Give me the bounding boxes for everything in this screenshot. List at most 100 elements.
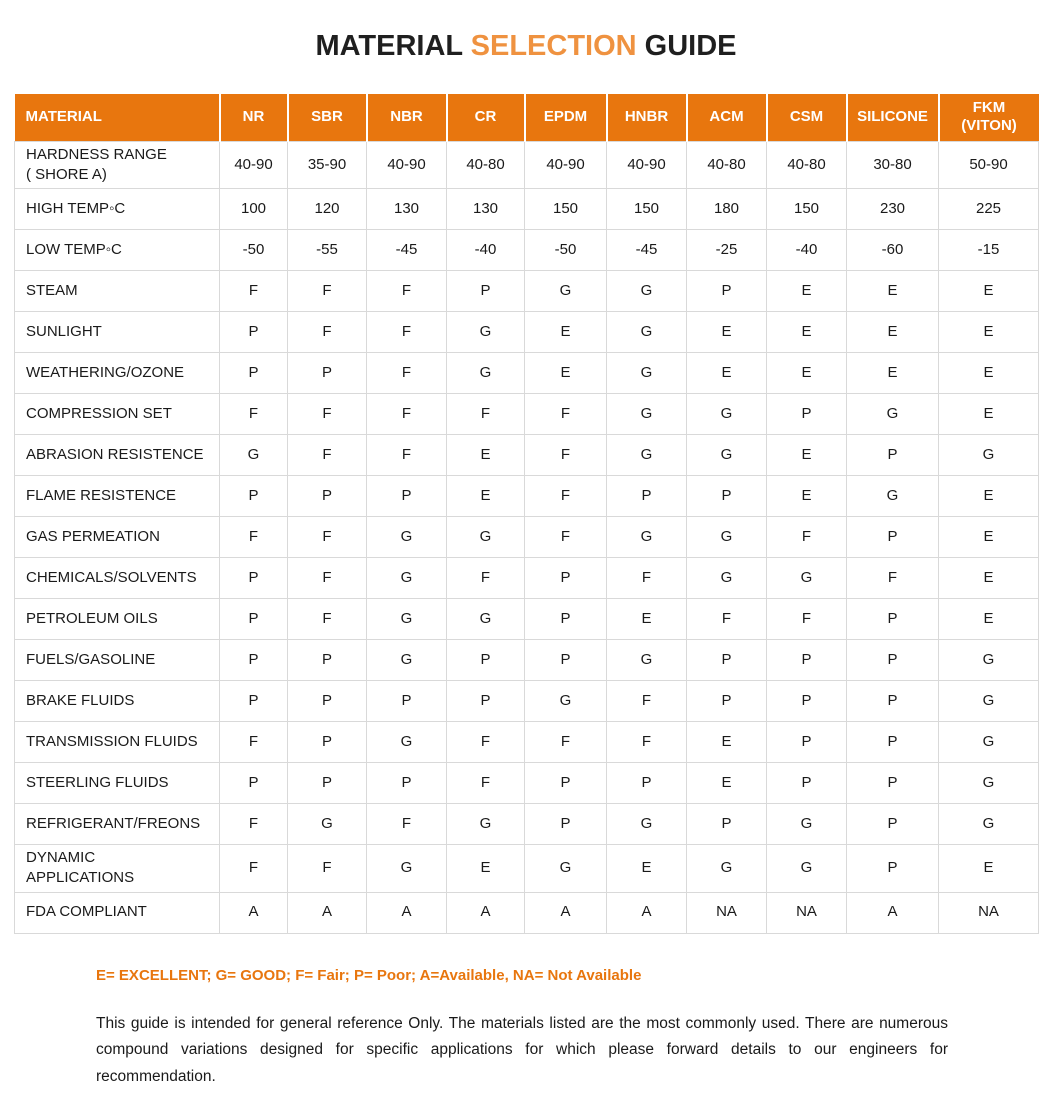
value-cell: G bbox=[606, 516, 687, 558]
value-cell: E bbox=[446, 844, 525, 893]
value-cell: G bbox=[846, 475, 939, 517]
header-cell: NBR bbox=[366, 94, 448, 141]
value-cell: F bbox=[219, 803, 288, 845]
value-cell: P bbox=[446, 270, 525, 312]
value-cell: E bbox=[686, 352, 767, 394]
value-cell: A bbox=[846, 891, 939, 934]
value-cell: G bbox=[606, 270, 687, 312]
value-cell: P bbox=[287, 721, 367, 763]
value-cell: F bbox=[446, 762, 525, 804]
value-cell: F bbox=[287, 270, 367, 312]
value-cell: 40-90 bbox=[606, 140, 687, 189]
rating-legend: E= EXCELLENT; G= GOOD; F= Fair; P= Poor;… bbox=[96, 966, 642, 984]
value-cell: G bbox=[219, 434, 288, 476]
header-cell: ACM bbox=[686, 94, 768, 141]
value-cell: 40-80 bbox=[686, 140, 767, 189]
value-cell: G bbox=[524, 680, 607, 722]
value-cell: P bbox=[686, 680, 767, 722]
value-cell: P bbox=[846, 721, 939, 763]
value-cell: E bbox=[938, 393, 1039, 435]
value-cell: F bbox=[446, 721, 525, 763]
value-cell: G bbox=[524, 844, 607, 893]
value-cell: F bbox=[366, 393, 447, 435]
row-label: STEERLING FLUIDS bbox=[14, 762, 220, 804]
value-cell: F bbox=[287, 516, 367, 558]
value-cell: E bbox=[766, 311, 847, 353]
value-cell: 40-90 bbox=[219, 140, 288, 189]
value-cell: E bbox=[938, 598, 1039, 640]
row-label: BRAKE FLUIDS bbox=[14, 680, 220, 722]
value-cell: F bbox=[766, 598, 847, 640]
row-label: HIGH TEMP◦C bbox=[14, 188, 220, 230]
value-cell: P bbox=[446, 639, 525, 681]
value-cell: G bbox=[686, 393, 767, 435]
table-row: TRANSMISSION FLUIDS F P G F F F E P P G bbox=[14, 721, 1039, 763]
value-cell: G bbox=[366, 721, 447, 763]
value-cell: G bbox=[686, 557, 767, 599]
header-cell: HNBR bbox=[606, 94, 688, 141]
row-label: TRANSMISSION FLUIDS bbox=[14, 721, 220, 763]
value-cell: P bbox=[766, 393, 847, 435]
value-cell: G bbox=[938, 434, 1039, 476]
row-label: FLAME RESISTENCE bbox=[14, 475, 220, 517]
value-cell: E bbox=[606, 844, 687, 893]
value-cell: E bbox=[846, 311, 939, 353]
value-cell: F bbox=[686, 598, 767, 640]
value-cell: P bbox=[766, 680, 847, 722]
value-cell: E bbox=[846, 270, 939, 312]
value-cell: A bbox=[366, 891, 447, 934]
value-cell: P bbox=[219, 352, 288, 394]
material-selection-table: MATERIAL NR SBR NBR CR EPDM HNBR ACM CSM SILICONE… bbox=[14, 94, 1039, 934]
value-cell: -45 bbox=[366, 229, 447, 271]
value-cell: P bbox=[219, 557, 288, 599]
value-cell: E bbox=[938, 270, 1039, 312]
value-cell: G bbox=[686, 516, 767, 558]
value-cell: F bbox=[287, 434, 367, 476]
header-cell: MATERIAL bbox=[14, 94, 221, 141]
value-cell: 130 bbox=[446, 188, 525, 230]
table-row: STEAM F F F P G G P E E E bbox=[14, 270, 1039, 312]
value-cell: P bbox=[524, 598, 607, 640]
header-cell: SILICONE bbox=[846, 94, 940, 141]
value-cell: A bbox=[287, 891, 367, 934]
value-cell: E bbox=[446, 475, 525, 517]
row-label: FUELS/GASOLINE bbox=[14, 639, 220, 681]
table-row: ABRASION RESISTENCE G F F E F G G E P G bbox=[14, 434, 1039, 476]
value-cell: F bbox=[219, 844, 288, 893]
table-row: FLAME RESISTENCE P P P E F P P E G E bbox=[14, 475, 1039, 517]
value-cell: G bbox=[766, 803, 847, 845]
value-cell: P bbox=[686, 803, 767, 845]
value-cell: A bbox=[524, 891, 607, 934]
row-label: COMPRESSION SET bbox=[14, 393, 220, 435]
value-cell: F bbox=[219, 721, 288, 763]
table-row: FUELS/GASOLINE P P G P P G P P P G bbox=[14, 639, 1039, 681]
row-label: LOW TEMP◦C bbox=[14, 229, 220, 271]
value-cell: P bbox=[846, 680, 939, 722]
value-cell: P bbox=[686, 639, 767, 681]
value-cell: A bbox=[606, 891, 687, 934]
value-cell: P bbox=[846, 598, 939, 640]
value-cell: E bbox=[938, 352, 1039, 394]
value-cell: P bbox=[606, 762, 687, 804]
value-cell: F bbox=[446, 557, 525, 599]
title-part-material: MATERIAL bbox=[315, 30, 471, 62]
value-cell: 130 bbox=[366, 188, 447, 230]
value-cell: F bbox=[766, 516, 847, 558]
value-cell: G bbox=[938, 721, 1039, 763]
table-row: LOW TEMP◦C -50 -55 -45 -40 -50 -45 -25 -40 -60 -15 bbox=[14, 229, 1039, 271]
value-cell: E bbox=[938, 475, 1039, 517]
value-cell: P bbox=[446, 680, 525, 722]
value-cell: A bbox=[446, 891, 525, 934]
row-label: GAS PERMEATION bbox=[14, 516, 220, 558]
value-cell: P bbox=[606, 475, 687, 517]
value-cell: 50-90 bbox=[938, 140, 1039, 189]
title-part-selection: SELECTION bbox=[470, 30, 637, 62]
value-cell: G bbox=[686, 844, 767, 893]
table-row: HARDNESS RANGE ( SHORE A) 40-90 35-90 40-90… bbox=[14, 140, 1039, 189]
value-cell: P bbox=[366, 475, 447, 517]
row-label: REFRIGERANT/FREONS bbox=[14, 803, 220, 845]
value-cell: F bbox=[287, 311, 367, 353]
value-cell: F bbox=[524, 434, 607, 476]
value-cell: -40 bbox=[446, 229, 525, 271]
value-cell: F bbox=[219, 270, 288, 312]
